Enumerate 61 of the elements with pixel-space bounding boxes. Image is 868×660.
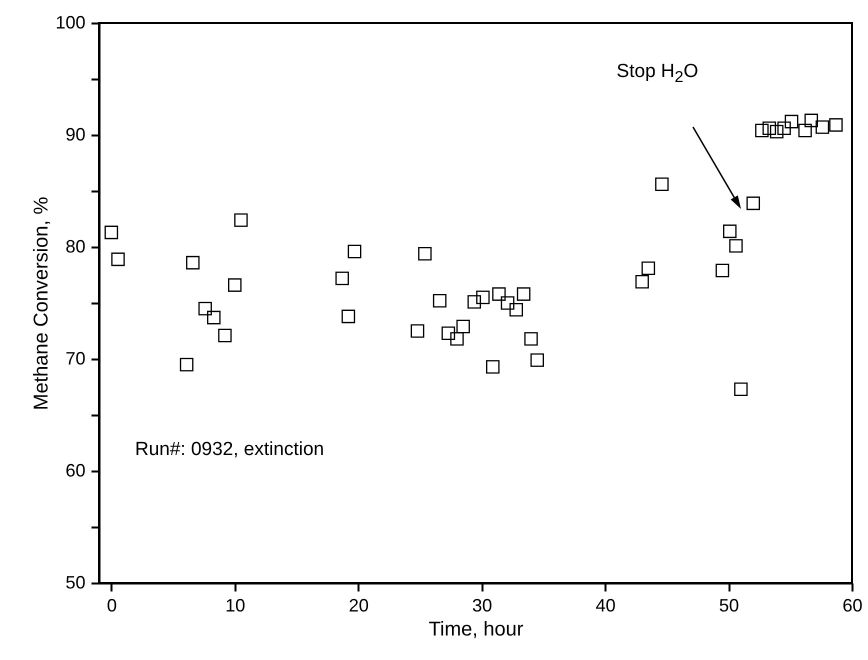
- y-tick-label: 90: [65, 124, 86, 144]
- x-tick-label: 50: [719, 596, 740, 616]
- y-tick-label: 80: [65, 236, 86, 256]
- annotation: Run#: 0932, extinction: [135, 439, 324, 460]
- point: [342, 310, 356, 324]
- point: [432, 294, 446, 308]
- y-axis-title: Methane Conversion, %: [30, 196, 52, 410]
- point: [234, 213, 248, 227]
- point: [755, 124, 769, 138]
- point: [467, 295, 482, 309]
- x-tick-label: 10: [225, 596, 246, 616]
- point: [500, 296, 514, 310]
- point: [476, 290, 490, 304]
- x-axis-title: Time, hour: [428, 618, 524, 640]
- point: [746, 196, 760, 210]
- annotation: Stop H$_{2}$O: [616, 61, 698, 88]
- point: [816, 120, 830, 134]
- y-tick-label: 100: [55, 12, 86, 32]
- point: [509, 302, 524, 316]
- point: [770, 124, 784, 138]
- point: [111, 252, 125, 266]
- point: [186, 256, 200, 270]
- point: [348, 244, 362, 258]
- x-tick-label: 30: [472, 596, 492, 616]
- x-tick-label: 60: [842, 596, 863, 616]
- point: [642, 262, 656, 276]
- point: [777, 122, 791, 136]
- point: [492, 287, 506, 301]
- point: [716, 264, 730, 278]
- point: [762, 122, 776, 136]
- point: [734, 382, 748, 396]
- point: [530, 353, 544, 367]
- point: [228, 278, 242, 292]
- point: [784, 114, 798, 128]
- point: [180, 358, 194, 372]
- point: [635, 274, 649, 288]
- point: [524, 332, 538, 346]
- point: [198, 302, 212, 316]
- point: [486, 360, 500, 374]
- point: [335, 272, 349, 286]
- y-tick-label: 60: [65, 460, 86, 480]
- x-tick-label: 20: [348, 596, 369, 616]
- point: [516, 287, 530, 301]
- point: [207, 310, 221, 324]
- x-tick-label: 0: [106, 596, 117, 616]
- x-tick-label: 40: [596, 596, 616, 616]
- point: [729, 239, 743, 253]
- y-tick-label: 50: [65, 572, 86, 592]
- point: [418, 246, 432, 260]
- point: [798, 124, 812, 138]
- y-tick-label: 70: [65, 348, 86, 368]
- point: [829, 118, 843, 132]
- point: [450, 332, 464, 346]
- point: [456, 320, 470, 334]
- point: [723, 224, 737, 238]
- point: [410, 324, 424, 338]
- point: [655, 178, 669, 192]
- point: [104, 226, 118, 240]
- point: [218, 328, 232, 342]
- point: [804, 114, 818, 128]
- point: [442, 326, 456, 340]
